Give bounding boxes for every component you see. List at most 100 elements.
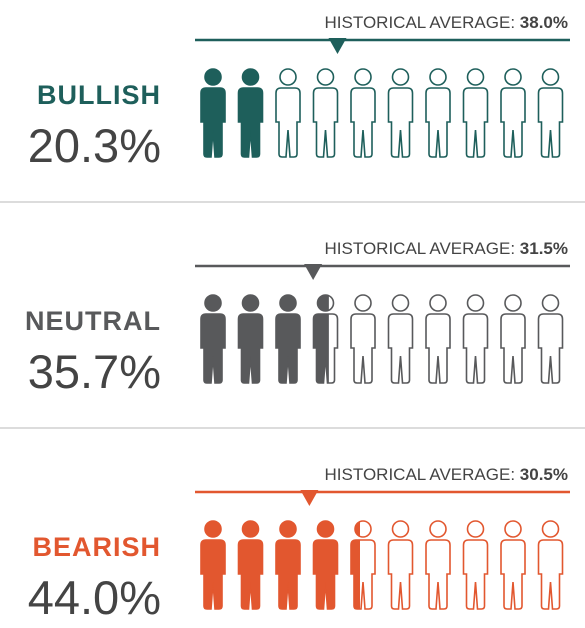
person-body	[500, 539, 526, 610]
person-head	[391, 294, 410, 312]
person-icon	[537, 294, 564, 384]
person-head	[205, 521, 221, 537]
person-body	[238, 314, 263, 383]
person-icon	[350, 294, 376, 384]
person-head	[242, 295, 259, 311]
person-head	[504, 520, 522, 538]
person-body	[500, 87, 526, 158]
reference-marker	[300, 490, 319, 506]
person-icon	[425, 520, 451, 610]
person-icon	[387, 68, 414, 158]
person-icon	[351, 521, 360, 609]
reference-label: HISTORICAL AVERAGE: 38.0%	[325, 13, 568, 32]
reference-value: 30.5%	[520, 465, 568, 484]
reference-marker	[328, 38, 347, 54]
person-body	[462, 87, 489, 158]
person-head	[504, 294, 522, 312]
person-head	[541, 68, 560, 86]
person-body	[312, 87, 339, 158]
person-icon	[537, 520, 564, 610]
category-label: BEARISH	[32, 532, 161, 562]
person-icon	[201, 69, 225, 157]
reference-label: HISTORICAL AVERAGE: 31.5%	[325, 239, 568, 258]
person-icon	[238, 69, 263, 157]
person-head	[316, 68, 335, 86]
person-icon	[462, 68, 489, 158]
person-head	[429, 68, 447, 86]
person-head	[391, 520, 410, 538]
person-head	[504, 68, 522, 86]
person-icon	[537, 68, 564, 158]
person-icon	[387, 520, 414, 610]
person-icon	[238, 295, 263, 383]
person-body	[275, 87, 301, 158]
person-head	[466, 520, 485, 538]
person-icon	[462, 520, 489, 610]
person-body	[276, 540, 300, 609]
person-body	[387, 87, 414, 158]
person-icon	[500, 294, 526, 384]
reference-value: 38.0%	[520, 13, 568, 32]
person-body	[238, 88, 263, 157]
person-icon	[313, 295, 329, 383]
person-body	[537, 313, 564, 384]
person-icon	[350, 68, 376, 158]
person-body	[276, 314, 300, 383]
person-head	[541, 520, 560, 538]
person-body	[350, 313, 376, 384]
person-body	[425, 87, 451, 158]
person-head	[354, 68, 372, 86]
person-head	[317, 521, 334, 537]
reference-text: HISTORICAL AVERAGE:	[325, 239, 516, 258]
person-head	[242, 521, 259, 537]
person-body	[313, 540, 338, 609]
filled-figures	[201, 521, 360, 609]
reference-text: HISTORICAL AVERAGE:	[325, 13, 516, 32]
person-body	[201, 314, 225, 383]
category-label: NEUTRAL	[25, 306, 161, 336]
person-icon	[425, 294, 451, 384]
person-head	[205, 295, 221, 311]
person-body	[238, 540, 263, 609]
person-head	[242, 69, 259, 85]
person-icon	[275, 68, 301, 158]
person-head	[466, 294, 485, 312]
person-body	[201, 540, 225, 609]
filled-figures	[201, 295, 329, 383]
person-body	[425, 539, 451, 610]
person-icon	[201, 295, 225, 383]
person-body	[350, 87, 376, 158]
person-head	[429, 520, 447, 538]
person-head	[354, 294, 372, 312]
person-icon	[500, 520, 526, 610]
person-body	[201, 88, 225, 157]
person-body	[462, 539, 489, 610]
reference-value: 31.5%	[520, 239, 568, 258]
reference-text: HISTORICAL AVERAGE:	[325, 465, 516, 484]
person-head	[355, 521, 360, 537]
person-head	[279, 68, 297, 86]
person-icon	[425, 68, 451, 158]
filled-figures	[201, 69, 263, 157]
person-icon	[238, 521, 263, 609]
person-icon	[276, 295, 300, 383]
value-label: 44.0%	[28, 571, 161, 624]
reference-marker	[304, 264, 323, 280]
person-icon	[201, 521, 225, 609]
person-icon	[313, 521, 338, 609]
value-label: 35.7%	[28, 345, 161, 398]
person-head	[317, 295, 329, 311]
person-body	[387, 313, 414, 384]
person-body	[387, 539, 414, 610]
value-label: 20.3%	[28, 119, 161, 172]
person-body	[537, 539, 564, 610]
person-body	[500, 313, 526, 384]
person-icon	[462, 294, 489, 384]
person-head	[466, 68, 485, 86]
person-head	[280, 521, 296, 537]
person-icon	[500, 68, 526, 158]
person-body	[425, 313, 451, 384]
person-body	[462, 313, 489, 384]
